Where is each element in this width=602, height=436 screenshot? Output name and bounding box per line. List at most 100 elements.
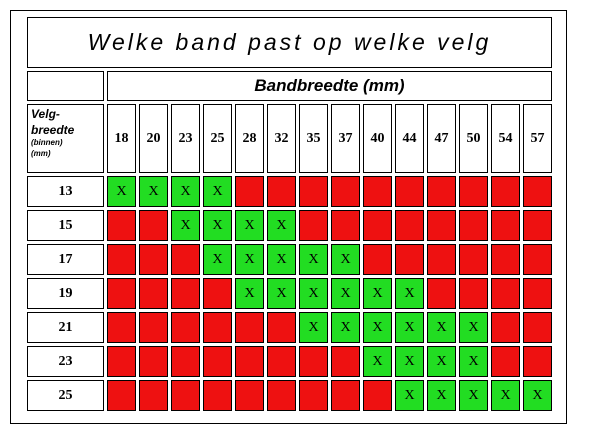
no-fit-cell	[523, 210, 552, 241]
fit-cell: X	[427, 346, 456, 377]
no-fit-cell	[363, 380, 392, 411]
no-fit-cell	[107, 278, 136, 309]
rim-width-25: 25	[27, 380, 104, 411]
table-row: 13 X X X X	[27, 176, 552, 207]
no-fit-cell	[235, 176, 264, 207]
no-fit-cell	[491, 244, 520, 275]
no-fit-cell	[459, 278, 488, 309]
tire-width-18: 18	[107, 104, 136, 173]
no-fit-cell	[459, 210, 488, 241]
tire-width-37: 37	[331, 104, 360, 173]
fit-table: Welke band past op welke velg Bandbreedt…	[24, 14, 555, 414]
no-fit-cell	[267, 380, 296, 411]
no-fit-cell	[331, 210, 360, 241]
rim-label-line2: breedte	[31, 122, 75, 137]
no-fit-cell	[427, 244, 456, 275]
no-fit-cell	[235, 346, 264, 377]
rim-width-15: 15	[27, 210, 104, 241]
fit-cell: X	[203, 210, 232, 241]
no-fit-cell	[491, 312, 520, 343]
rim-label-line4: (mm)	[31, 148, 51, 158]
fit-cell: X	[427, 312, 456, 343]
tire-width-54: 54	[491, 104, 520, 173]
no-fit-cell	[139, 380, 168, 411]
no-fit-cell	[171, 380, 200, 411]
no-fit-cell	[139, 210, 168, 241]
table-row: 25 X X X X X	[27, 380, 552, 411]
no-fit-cell	[523, 278, 552, 309]
fit-cell: X	[491, 380, 520, 411]
fit-cell: X	[459, 312, 488, 343]
no-fit-cell	[267, 312, 296, 343]
no-fit-cell	[107, 312, 136, 343]
table-row: 23 X X X X	[27, 346, 552, 377]
rim-width-label: Velg- breedte (binnen) (mm)	[27, 104, 104, 173]
tire-width-40: 40	[363, 104, 392, 173]
no-fit-cell	[107, 210, 136, 241]
tire-width-47: 47	[427, 104, 456, 173]
no-fit-cell	[459, 176, 488, 207]
tire-width-32: 32	[267, 104, 296, 173]
fit-cell: X	[395, 380, 424, 411]
fit-cell: X	[363, 278, 392, 309]
no-fit-cell	[523, 244, 552, 275]
fit-cell: X	[267, 244, 296, 275]
fit-cell: X	[235, 278, 264, 309]
tire-width-header: Bandbreedte (mm)	[107, 71, 552, 101]
no-fit-cell	[299, 210, 328, 241]
no-fit-cell	[491, 346, 520, 377]
rim-width-17: 17	[27, 244, 104, 275]
tire-width-25: 25	[203, 104, 232, 173]
no-fit-cell	[523, 312, 552, 343]
fit-cell: X	[427, 380, 456, 411]
no-fit-cell	[299, 176, 328, 207]
fit-cell: X	[395, 312, 424, 343]
fit-cell: X	[459, 380, 488, 411]
tire-width-44: 44	[395, 104, 424, 173]
no-fit-cell	[171, 278, 200, 309]
no-fit-cell	[235, 312, 264, 343]
no-fit-cell	[491, 278, 520, 309]
tire-width-57: 57	[523, 104, 552, 173]
no-fit-cell	[139, 312, 168, 343]
fit-cell: X	[331, 312, 360, 343]
rim-label-line1: Velg-	[31, 107, 60, 121]
no-fit-cell	[523, 176, 552, 207]
no-fit-cell	[395, 244, 424, 275]
no-fit-cell	[139, 278, 168, 309]
fit-cell: X	[459, 346, 488, 377]
fit-cell: X	[267, 210, 296, 241]
fit-cell: X	[331, 278, 360, 309]
rim-width-19: 19	[27, 278, 104, 309]
rim-width-13: 13	[27, 176, 104, 207]
fit-cell: X	[299, 312, 328, 343]
fit-cell: X	[363, 346, 392, 377]
fit-cell: X	[395, 278, 424, 309]
no-fit-cell	[107, 244, 136, 275]
tire-width-23: 23	[171, 104, 200, 173]
no-fit-cell	[235, 380, 264, 411]
no-fit-cell	[395, 176, 424, 207]
no-fit-cell	[139, 244, 168, 275]
no-fit-cell	[427, 278, 456, 309]
no-fit-cell	[331, 346, 360, 377]
no-fit-cell	[139, 346, 168, 377]
no-fit-cell	[523, 346, 552, 377]
fit-cell: X	[203, 244, 232, 275]
table-row: 21 X X X X X X	[27, 312, 552, 343]
no-fit-cell	[203, 380, 232, 411]
no-fit-cell	[267, 346, 296, 377]
no-fit-cell	[299, 380, 328, 411]
no-fit-cell	[459, 244, 488, 275]
no-fit-cell	[363, 176, 392, 207]
tire-width-50: 50	[459, 104, 488, 173]
no-fit-cell	[203, 278, 232, 309]
fit-cell: X	[395, 346, 424, 377]
no-fit-cell	[491, 176, 520, 207]
fit-cell: X	[267, 278, 296, 309]
rim-width-21: 21	[27, 312, 104, 343]
no-fit-cell	[107, 346, 136, 377]
fit-cell: X	[107, 176, 136, 207]
no-fit-cell	[427, 210, 456, 241]
no-fit-cell	[331, 176, 360, 207]
